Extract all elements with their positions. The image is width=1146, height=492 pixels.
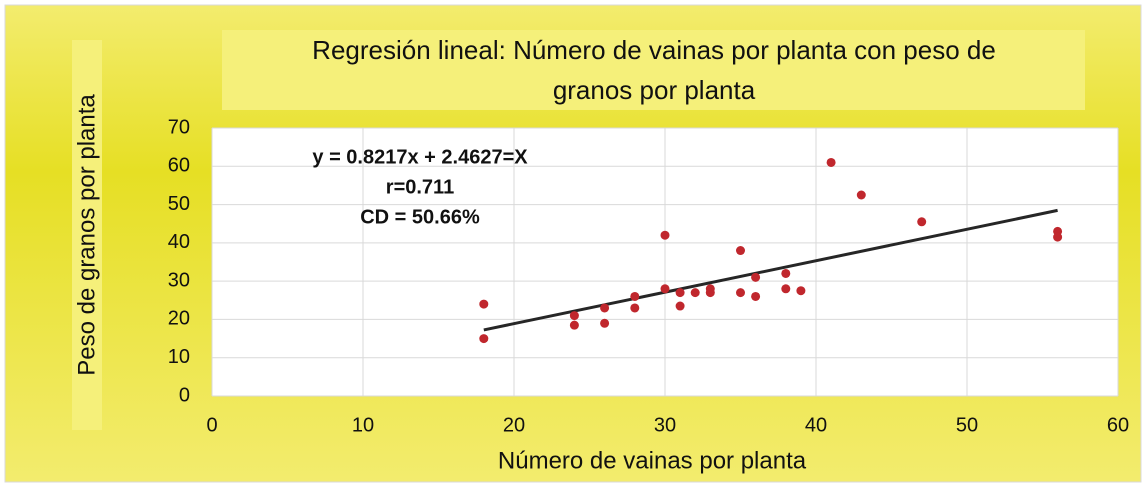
- y-tick-label: 10: [168, 346, 190, 368]
- y-tick-label: 30: [168, 269, 190, 291]
- point: [569, 311, 579, 321]
- point: [675, 288, 685, 298]
- point: [630, 303, 640, 313]
- point: [856, 190, 866, 200]
- x-tick-label: 30: [654, 414, 676, 436]
- annotation: r=0.711: [386, 176, 454, 198]
- point: [660, 230, 670, 240]
- y-tick-label: 20: [168, 308, 190, 330]
- point: [660, 284, 670, 294]
- point: [751, 291, 761, 301]
- point: [705, 288, 715, 298]
- annotation: CD = 50.66%: [360, 206, 480, 228]
- point: [781, 268, 791, 278]
- point: [917, 217, 927, 227]
- x-tick-label: 20: [503, 414, 525, 436]
- chart-title: granos por planta: [553, 75, 756, 105]
- x-tick-label: 60: [1107, 414, 1129, 436]
- point: [736, 288, 745, 298]
- annotation: y = 0.8217x + 2.4627=X: [312, 146, 528, 168]
- point: [479, 334, 489, 344]
- x-tick-label: 10: [352, 414, 374, 436]
- y-tick-label: 40: [168, 231, 190, 253]
- x-axis-label: Número de vainas por planta: [498, 447, 807, 474]
- marks: [479, 157, 1063, 344]
- point: [690, 288, 700, 298]
- point: [736, 246, 745, 256]
- x-tick-label: 40: [805, 414, 827, 436]
- y-tick-label: 50: [168, 193, 190, 215]
- y-axis-label: Peso de granos por planta: [73, 94, 100, 376]
- point: [600, 303, 610, 313]
- title-box: [222, 30, 1085, 110]
- y-tick-label: 70: [168, 116, 190, 138]
- point: [826, 157, 836, 167]
- point: [796, 286, 806, 296]
- point: [479, 299, 489, 309]
- y-tick-label: 0: [179, 384, 190, 406]
- point: [1053, 232, 1063, 242]
- grid: [211, 127, 1119, 397]
- point: [751, 272, 761, 282]
- y-label-box: [72, 40, 102, 430]
- point: [600, 318, 610, 328]
- x-tick-label: 0: [206, 414, 217, 436]
- point: [675, 301, 685, 311]
- point: [569, 320, 579, 330]
- x-tick-label: 50: [956, 414, 978, 436]
- trendline: [483, 208, 1058, 332]
- point: [630, 291, 640, 301]
- point: [781, 284, 791, 294]
- chart-title: Regresión lineal: Número de vainas por p…: [312, 35, 996, 65]
- y-tick-label: 60: [168, 155, 190, 177]
